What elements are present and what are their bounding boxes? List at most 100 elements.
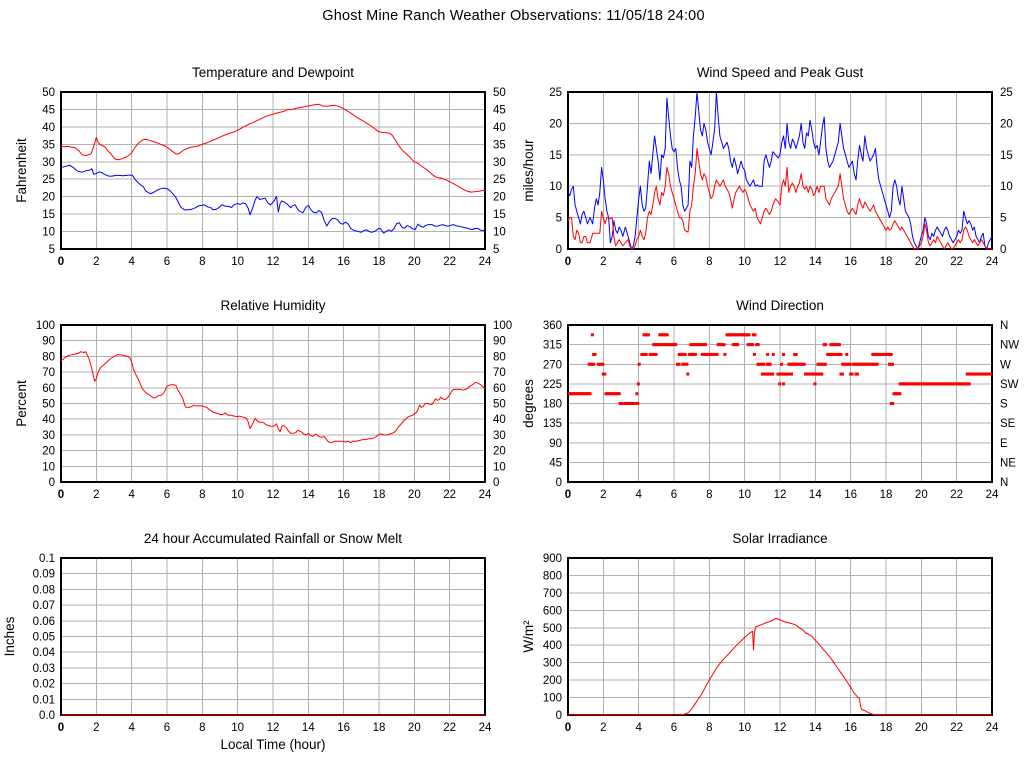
svg-text:90: 90 bbox=[549, 438, 562, 450]
svg-text:6: 6 bbox=[164, 256, 170, 268]
svg-text:135: 135 bbox=[543, 418, 562, 430]
svg-text:35: 35 bbox=[42, 139, 55, 151]
svg-text:400: 400 bbox=[543, 640, 562, 652]
svg-text:15: 15 bbox=[549, 150, 562, 162]
svg-text:10: 10 bbox=[42, 461, 55, 473]
svg-text:40: 40 bbox=[493, 414, 506, 426]
svg-text:0: 0 bbox=[556, 477, 562, 489]
x-axis-label: Local Time (hour) bbox=[220, 737, 326, 752]
svg-text:NE: NE bbox=[1000, 457, 1016, 469]
svg-text:8: 8 bbox=[706, 722, 712, 734]
svg-text:30: 30 bbox=[42, 157, 55, 169]
svg-text:0: 0 bbox=[1000, 244, 1006, 256]
svg-text:50: 50 bbox=[42, 399, 55, 411]
svg-text:4: 4 bbox=[128, 489, 135, 501]
svg-text:100: 100 bbox=[543, 693, 562, 705]
svg-text:14: 14 bbox=[302, 722, 315, 734]
svg-text:30: 30 bbox=[493, 430, 506, 442]
svg-text:200: 200 bbox=[543, 675, 562, 687]
svg-text:800: 800 bbox=[543, 570, 562, 582]
svg-text:0.01: 0.01 bbox=[33, 694, 55, 706]
svg-text:4: 4 bbox=[635, 722, 642, 734]
svg-text:0: 0 bbox=[58, 722, 64, 734]
svg-text:700: 700 bbox=[543, 588, 562, 600]
svg-text:14: 14 bbox=[302, 489, 315, 501]
svg-text:10: 10 bbox=[738, 256, 751, 268]
svg-text:45: 45 bbox=[42, 104, 55, 116]
svg-text:16: 16 bbox=[337, 256, 350, 268]
svg-text:40: 40 bbox=[42, 414, 55, 426]
svg-text:60: 60 bbox=[42, 383, 55, 395]
svg-text:25: 25 bbox=[42, 174, 55, 186]
svg-text:30: 30 bbox=[493, 157, 506, 169]
svg-text:18: 18 bbox=[373, 489, 386, 501]
svg-text:Inches: Inches bbox=[2, 616, 17, 656]
rainfall-plot: 0.0 0.01 0.02 0.03 0.04 0.05 0.06 0.07 0.08 0.09 0… bbox=[2, 553, 492, 734]
svg-text:0.0: 0.0 bbox=[39, 710, 55, 722]
svg-text:0: 0 bbox=[565, 722, 571, 734]
svg-text:270: 270 bbox=[543, 359, 562, 371]
page-title: Ghost Mine Ranch Weather Observations: 1… bbox=[322, 8, 705, 24]
svg-text:2: 2 bbox=[93, 489, 99, 501]
svg-text:15: 15 bbox=[1000, 150, 1013, 162]
svg-text:S: S bbox=[1000, 399, 1008, 411]
svg-text:18: 18 bbox=[880, 256, 893, 268]
svg-text:25: 25 bbox=[1000, 87, 1013, 99]
svg-text:18: 18 bbox=[880, 489, 893, 501]
svg-text:24: 24 bbox=[986, 256, 999, 268]
svg-text:6: 6 bbox=[164, 722, 170, 734]
chart-wind-speed-gust: Wind Speed and Peak Gust 0 0 5 5 10 10 15 15 20 2… bbox=[507, 60, 1020, 306]
svg-text:10: 10 bbox=[738, 722, 751, 734]
svg-text:degrees: degrees bbox=[521, 379, 536, 428]
chart-title-wind-direction: Wind Direction bbox=[736, 298, 824, 313]
svg-text:20: 20 bbox=[408, 722, 421, 734]
svg-text:W: W bbox=[1000, 359, 1011, 371]
svg-text:0: 0 bbox=[58, 489, 64, 501]
chart-temperature-dewpoint: Temperature and Dewpoint 5 5 10 10 15 15 20 20 2… bbox=[0, 60, 513, 306]
svg-text:10: 10 bbox=[231, 256, 244, 268]
svg-text:70: 70 bbox=[42, 367, 55, 379]
svg-text:0: 0 bbox=[493, 477, 499, 489]
svg-text:225: 225 bbox=[543, 379, 562, 391]
svg-text:20: 20 bbox=[915, 256, 928, 268]
svg-text:20: 20 bbox=[493, 192, 506, 204]
svg-text:0: 0 bbox=[556, 244, 562, 256]
svg-text:6: 6 bbox=[671, 722, 677, 734]
svg-text:5: 5 bbox=[493, 244, 499, 256]
svg-text:10: 10 bbox=[42, 227, 55, 239]
svg-text:0.04: 0.04 bbox=[33, 647, 56, 659]
svg-text:0: 0 bbox=[58, 256, 64, 268]
svg-text:6: 6 bbox=[671, 489, 677, 501]
svg-text:20: 20 bbox=[408, 489, 421, 501]
svg-text:12: 12 bbox=[267, 722, 280, 734]
svg-text:0: 0 bbox=[565, 256, 571, 268]
svg-text:24: 24 bbox=[479, 489, 492, 501]
svg-text:8: 8 bbox=[706, 489, 712, 501]
svg-text:NW: NW bbox=[1000, 340, 1019, 352]
svg-text:20: 20 bbox=[1000, 118, 1013, 130]
chart-title-rainfall: 24 hour Accumulated Rainfall or Snow Mel… bbox=[143, 531, 403, 546]
svg-text:4: 4 bbox=[128, 722, 135, 734]
svg-text:12: 12 bbox=[774, 256, 787, 268]
svg-text:12: 12 bbox=[267, 256, 280, 268]
svg-text:18: 18 bbox=[373, 722, 386, 734]
svg-text:16: 16 bbox=[844, 489, 857, 501]
svg-text:35: 35 bbox=[493, 139, 506, 151]
svg-text:0: 0 bbox=[556, 710, 562, 722]
svg-text:10: 10 bbox=[493, 461, 506, 473]
svg-text:16: 16 bbox=[844, 722, 857, 734]
svg-text:5: 5 bbox=[49, 244, 55, 256]
chart-solar-irradiance: Solar Irradiance 0 100 200 300 400 500 600 700 8… bbox=[507, 526, 1020, 772]
svg-text:14: 14 bbox=[809, 722, 822, 734]
svg-text:300: 300 bbox=[543, 658, 562, 670]
svg-text:24: 24 bbox=[479, 256, 492, 268]
svg-text:5: 5 bbox=[1000, 213, 1006, 225]
svg-text:20: 20 bbox=[42, 446, 55, 458]
svg-text:10: 10 bbox=[1000, 181, 1013, 193]
svg-text:500: 500 bbox=[543, 623, 562, 635]
svg-text:12: 12 bbox=[774, 722, 787, 734]
svg-text:100: 100 bbox=[493, 320, 512, 332]
svg-text:10: 10 bbox=[231, 722, 244, 734]
